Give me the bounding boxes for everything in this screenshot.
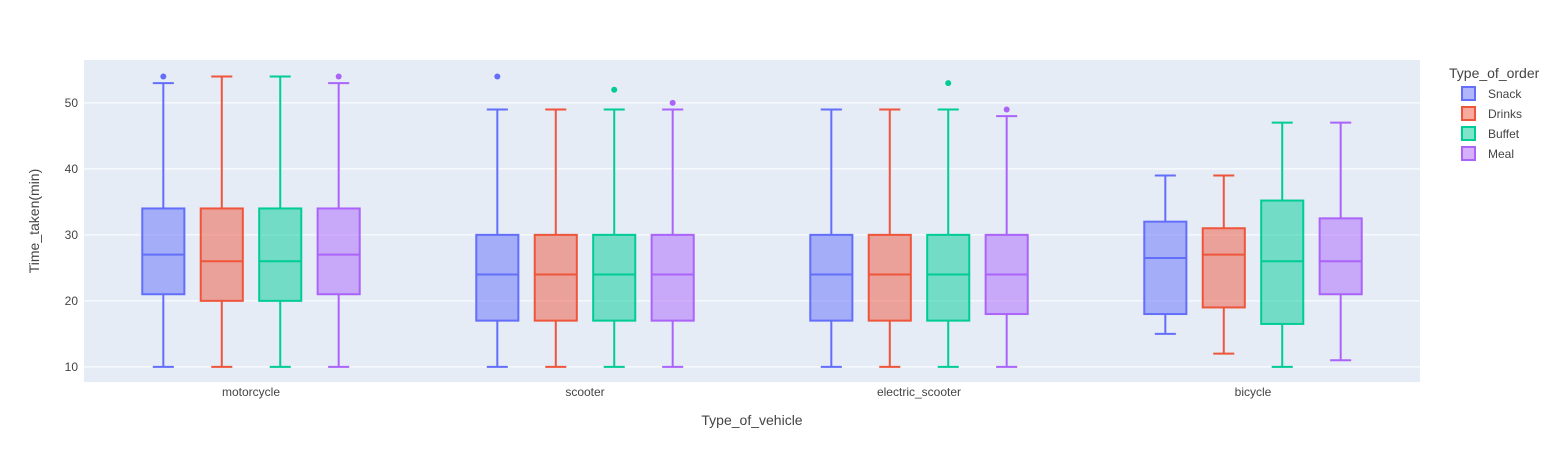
plot-area <box>84 60 1420 382</box>
box-drinks-bicycle[interactable] <box>1201 174 1246 355</box>
gridlines <box>84 102 1420 368</box>
series-meal <box>316 73 1363 368</box>
iqr-box <box>926 233 971 322</box>
y-tick-label: 20 <box>65 294 79 308</box>
legend[interactable]: Type_of_order Snack Drinks Buffet Meal <box>1449 65 1540 161</box>
outlier-point <box>611 86 618 93</box>
x-tick-label: scooter <box>565 385 604 399</box>
box-buffet-scooter[interactable] <box>592 86 637 368</box>
box-snack-motorcycle[interactable] <box>141 73 186 368</box>
outlier-point <box>335 73 342 80</box>
box-drinks-motorcycle[interactable] <box>199 75 244 368</box>
y-tick-labels: 10 20 30 40 50 <box>65 96 79 374</box>
iqr-box <box>592 233 637 322</box>
iqr-box <box>316 207 361 296</box>
box-meal-scooter[interactable] <box>650 99 695 368</box>
series-drinks <box>199 75 1246 368</box>
iqr-box <box>1318 217 1363 296</box>
x-tick-label: motorcycle <box>222 385 280 399</box>
iqr-box <box>475 233 520 322</box>
y-tick-label: 30 <box>65 228 79 242</box>
box-snack-bicycle[interactable] <box>1143 174 1188 335</box>
box-meal-electric_scooter[interactable] <box>984 106 1029 368</box>
box-snack-scooter[interactable] <box>475 73 520 368</box>
box-meal-motorcycle[interactable] <box>316 73 361 368</box>
y-tick-label: 50 <box>65 96 79 110</box>
box-buffet-motorcycle[interactable] <box>258 75 303 368</box>
box-buffet-bicycle[interactable] <box>1260 121 1305 368</box>
legend-title: Type_of_order <box>1449 65 1540 81</box>
iqr-box <box>141 207 186 296</box>
iqr-box <box>867 233 912 322</box>
iqr-box <box>1143 220 1188 316</box>
iqr-box <box>199 207 244 302</box>
series-snack <box>141 73 1188 368</box>
legend-label: Drinks <box>1488 107 1522 121</box>
x-tick-label: bicycle <box>1235 385 1272 399</box>
x-tick-labels: motorcycle scooter electric_scooter bicycle <box>222 385 1272 399</box>
box-drinks-electric_scooter[interactable] <box>867 108 912 368</box>
iqr-box <box>650 233 695 322</box>
legend-label: Meal <box>1488 147 1514 161</box>
box-meal-bicycle[interactable] <box>1318 121 1363 362</box>
box-buffet-electric_scooter[interactable] <box>926 80 971 368</box>
y-tick-label: 10 <box>65 360 79 374</box>
legend-item-buffet[interactable]: Buffet <box>1461 126 1520 141</box>
iqr-box <box>533 233 578 322</box>
outlier-point <box>669 99 676 106</box>
series-buffet <box>258 75 1305 368</box>
legend-swatch <box>1461 86 1476 101</box>
legend-item-drinks[interactable]: Drinks <box>1461 106 1522 121</box>
legend-label: Snack <box>1488 87 1522 101</box>
outlier-point <box>494 73 501 80</box>
box-traces <box>141 73 1363 368</box>
box-drinks-scooter[interactable] <box>533 108 578 368</box>
iqr-box <box>258 207 303 302</box>
x-tick-label: electric_scooter <box>877 385 961 399</box>
legend-swatch <box>1461 126 1476 141</box>
legend-label: Buffet <box>1488 127 1520 141</box>
legend-item-meal[interactable]: Meal <box>1461 146 1514 161</box>
legend-swatch <box>1461 146 1476 161</box>
box-snack-electric_scooter[interactable] <box>809 108 854 368</box>
iqr-box <box>809 233 854 322</box>
legend-swatch <box>1461 106 1476 121</box>
x-axis-title: Type_of_vehicle <box>701 412 802 428</box>
y-tick-label: 40 <box>65 162 79 176</box>
outlier-point <box>160 73 167 80</box>
legend-item-snack[interactable]: Snack <box>1461 86 1522 101</box>
y-axis-title: Time_taken(min) <box>26 169 42 274</box>
outlier-point <box>945 80 952 87</box>
iqr-box <box>1201 227 1246 309</box>
outlier-point <box>1003 106 1010 113</box>
